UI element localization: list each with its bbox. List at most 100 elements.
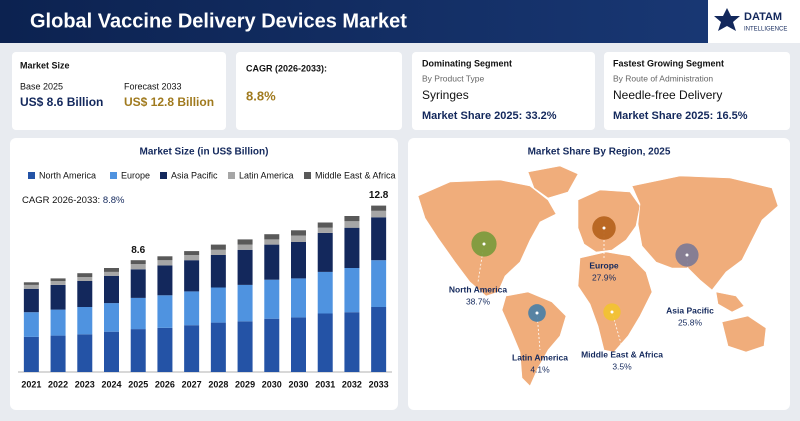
- bar-segment: [104, 271, 119, 276]
- legend-swatch: [228, 172, 235, 179]
- continent: [631, 175, 779, 291]
- x-tick-label: 2025: [128, 379, 148, 389]
- bar-segment: [130, 264, 146, 270]
- bar-segment: [77, 334, 93, 372]
- bar-segment: [344, 216, 360, 222]
- card-title: Dominating Segment: [422, 58, 512, 68]
- region-value: 38.7%: [466, 296, 491, 306]
- bar-segment: [184, 291, 200, 326]
- value-label: 8.6: [131, 245, 145, 256]
- bar-segment: [104, 331, 119, 372]
- card: [604, 52, 790, 130]
- x-tick-label: 2021: [21, 379, 41, 389]
- card-value: US$ 8.6 Billion: [20, 95, 103, 109]
- bar-segment: [157, 256, 173, 261]
- card-title: CAGR (2026-2033):: [246, 63, 327, 73]
- card-label: Base 2025: [20, 81, 63, 91]
- bubble-dot: [685, 253, 689, 257]
- card-subtitle: By Product Type: [422, 73, 484, 83]
- bar-segment: [157, 295, 173, 328]
- bar-segment: [23, 282, 39, 285]
- x-tick-label: 2030: [262, 379, 282, 389]
- bar-segment: [264, 279, 280, 319]
- card-subtitle: By Route of Administration: [613, 73, 713, 83]
- legend-label: North America: [39, 170, 96, 180]
- legend-swatch: [28, 172, 35, 179]
- bar-segment: [77, 277, 93, 281]
- bar-segment: [184, 255, 200, 261]
- x-tick-label: 2023: [75, 379, 95, 389]
- bar-segment: [291, 235, 306, 242]
- cagr-label: CAGR 2026-2033:: [22, 195, 100, 206]
- bar-segment: [344, 221, 360, 228]
- bar-segment: [77, 273, 93, 278]
- x-tick-label: 2033: [369, 379, 389, 389]
- bar-segment: [130, 329, 146, 372]
- bar-segment: [77, 281, 93, 307]
- bar-segment: [237, 249, 253, 285]
- legend-label: Asia Pacific: [171, 170, 218, 180]
- bar-segment: [371, 205, 387, 211]
- bar-segment: [104, 303, 119, 332]
- logo-name: DATAM: [744, 11, 782, 23]
- region-label: Latin America: [512, 352, 568, 362]
- bar-segment: [317, 271, 333, 314]
- region-value: 27.9%: [592, 272, 617, 282]
- bubble-dot: [610, 310, 614, 314]
- bar-segment: [291, 278, 306, 318]
- region-value: 4.1%: [530, 364, 550, 374]
- bar-segment: [210, 249, 226, 255]
- bar-segment: [264, 244, 280, 280]
- bar-segment: [157, 265, 173, 296]
- x-tick-label: 2030: [288, 379, 308, 389]
- bar-segment: [23, 312, 39, 337]
- legend-label: Europe: [121, 170, 150, 180]
- legend-swatch: [160, 172, 167, 179]
- region-label: Europe: [589, 260, 619, 270]
- x-tick-label: 2026: [155, 379, 175, 389]
- bar-segment: [237, 244, 253, 250]
- bar-segment: [77, 307, 93, 335]
- card-segment: Syringes: [422, 88, 469, 102]
- bubble-dot: [482, 242, 486, 246]
- bar-segment: [23, 284, 39, 289]
- continent: [715, 291, 745, 313]
- card-value: 8.8%: [246, 88, 276, 103]
- bar-segment: [184, 251, 200, 255]
- bar-segment: [130, 269, 146, 298]
- card-share: Market Share 2025: 33.2%: [422, 110, 557, 122]
- bar-segment: [210, 287, 226, 323]
- bubble-dot: [535, 311, 539, 315]
- bar-segment: [344, 312, 360, 372]
- bar-segment: [264, 234, 280, 240]
- bar-segment: [50, 281, 66, 285]
- bar-segment: [23, 288, 39, 313]
- bar-segment: [50, 309, 66, 336]
- continent: [527, 165, 579, 199]
- bar-segment: [317, 232, 333, 272]
- continent: [721, 315, 767, 353]
- legend-label: Latin America: [239, 170, 294, 180]
- region-label: Middle East & Africa: [581, 349, 663, 359]
- bar-segment: [291, 317, 306, 372]
- continent: [501, 291, 567, 387]
- card-title: Market Size: [20, 60, 70, 70]
- x-tick-label: 2024: [101, 379, 121, 389]
- region-value: 3.5%: [612, 361, 632, 371]
- bubble-dot: [602, 226, 606, 230]
- x-tick-label: 2027: [182, 379, 202, 389]
- region-label: Asia Pacific: [666, 305, 714, 315]
- cagr-note: CAGR 2026-2033: 8.8%: [22, 195, 125, 206]
- logo-icon: [714, 8, 740, 31]
- bar-segment: [344, 227, 360, 268]
- x-tick-label: 2022: [48, 379, 68, 389]
- bar-segment: [210, 322, 226, 372]
- bar-segment: [23, 336, 39, 372]
- bar-segment: [130, 297, 146, 330]
- bar-segment: [371, 307, 387, 372]
- x-tick-label: 2032: [342, 379, 362, 389]
- card: [12, 52, 226, 130]
- region-label: North America: [449, 284, 508, 294]
- logo-sub: INTELLIGENCE: [744, 27, 787, 33]
